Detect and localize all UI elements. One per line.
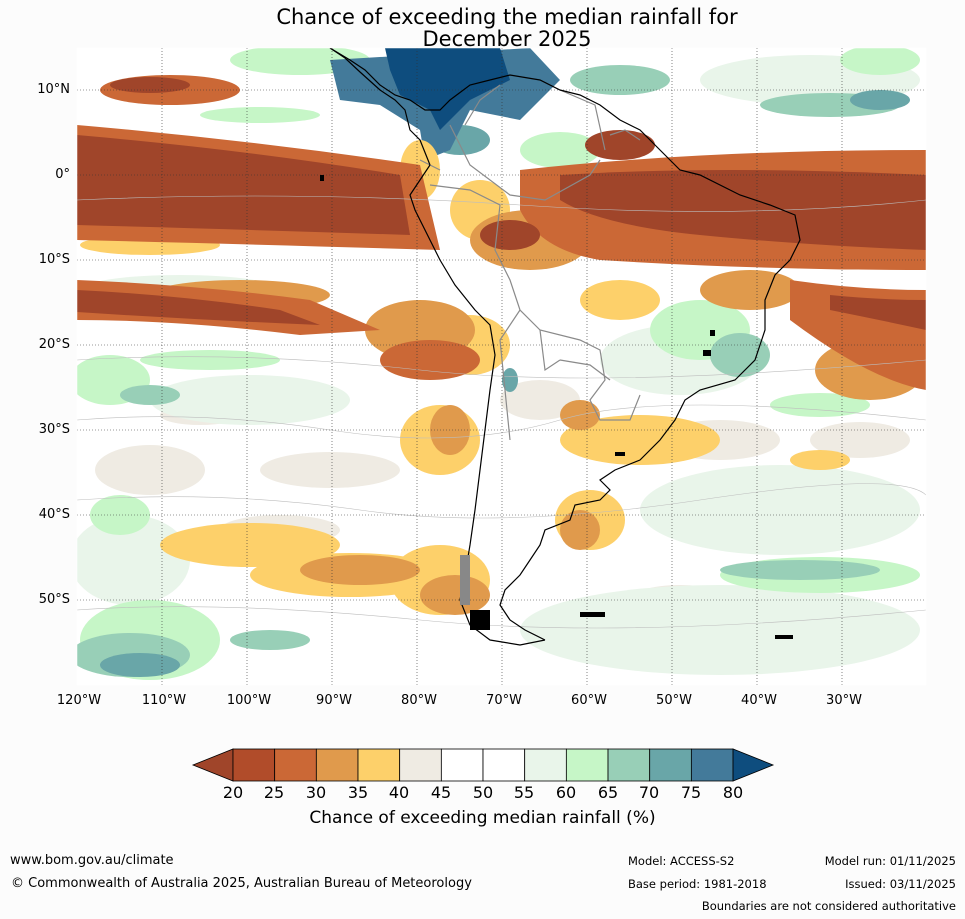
colorbar-tick-80: 80 (722, 783, 744, 802)
y-tick-30s: 30°S (38, 422, 70, 437)
x-tick-120w: 120°W (56, 693, 102, 708)
colorbar-tick-40: 40 (388, 783, 410, 802)
colorbar-swatch (315, 748, 359, 782)
colorbar-tick-55: 55 (513, 783, 535, 802)
colorbar-swatch (357, 748, 401, 782)
colorbar-extend-high (732, 748, 775, 782)
y-tick-10n: 10°N (37, 82, 70, 97)
colorbar-swatch (690, 748, 734, 782)
x-tick-70w: 70°W (486, 693, 522, 708)
colorbar-swatch (399, 748, 442, 782)
colorbar-tick-75: 75 (680, 783, 702, 802)
x-tick-100w: 100°W (226, 693, 272, 708)
colorbar-swatch (274, 748, 317, 782)
x-tick-110w: 110°W (141, 693, 187, 708)
base-period-text: Base period: 1981-2018 (628, 877, 767, 891)
model-run-text: Model run: 01/11/2025 (824, 854, 956, 868)
country-boundaries (419, 84, 641, 441)
colorbar (191, 748, 775, 782)
copyright-text: © Commonwealth of Australia 2025, Austra… (11, 876, 472, 891)
boundary-disclaimer: Boundaries are not considered authoritat… (701, 899, 956, 913)
colorbar-label: Chance of exceeding median rainfall (%) (309, 808, 656, 828)
x-tick-40w: 40°W (741, 693, 777, 708)
colorbar-tick-70: 70 (638, 783, 660, 802)
colorbar-swatch (440, 748, 484, 782)
colorbar-tick-35: 35 (347, 783, 369, 802)
rainfall-probability-field (77, 48, 926, 685)
issued-text: Issued: 03/11/2025 (845, 877, 956, 891)
x-tick-30w: 30°W (826, 693, 862, 708)
y-tick-0: 0° (55, 167, 70, 182)
map-title-line-2: December 2025 (422, 27, 592, 51)
y-tick-50s: 50°S (38, 592, 70, 607)
colorbar-swatch (649, 748, 692, 782)
y-tick-10s: 10°S (38, 252, 70, 267)
y-tick-20s: 20°S (38, 337, 70, 352)
colorbar-tick-60: 60 (555, 783, 577, 802)
colorbar-tick-45: 45 (430, 783, 452, 802)
colorbar-swatch (524, 748, 567, 782)
colorbar-swatch (232, 748, 276, 782)
map-title-line-1: Chance of exceeding the median rainfall … (276, 5, 738, 29)
islands (320, 175, 793, 639)
website-link[interactable]: www.bom.gov.au/climate (10, 853, 174, 868)
x-tick-50w: 50°W (656, 693, 692, 708)
y-tick-40s: 40°S (38, 507, 70, 522)
colorbar-tick-50: 50 (472, 783, 494, 802)
colorbar-tick-25: 25 (263, 783, 285, 802)
model-text: Model: ACCESS-S2 (628, 854, 735, 868)
colorbar-swatch (565, 748, 609, 782)
colorbar-tick-30: 30 (305, 783, 327, 802)
colorbar-extend-low (191, 748, 234, 782)
x-tick-90w: 90°W (316, 693, 352, 708)
colorbar-tick-20: 20 (222, 783, 244, 802)
colorbar-tick-65: 65 (597, 783, 619, 802)
colorbar-swatch (482, 748, 526, 782)
coastline (329, 48, 801, 646)
colorbar-swatch (607, 748, 651, 782)
x-tick-80w: 80°W (401, 693, 437, 708)
x-tick-60w: 60°W (571, 693, 607, 708)
